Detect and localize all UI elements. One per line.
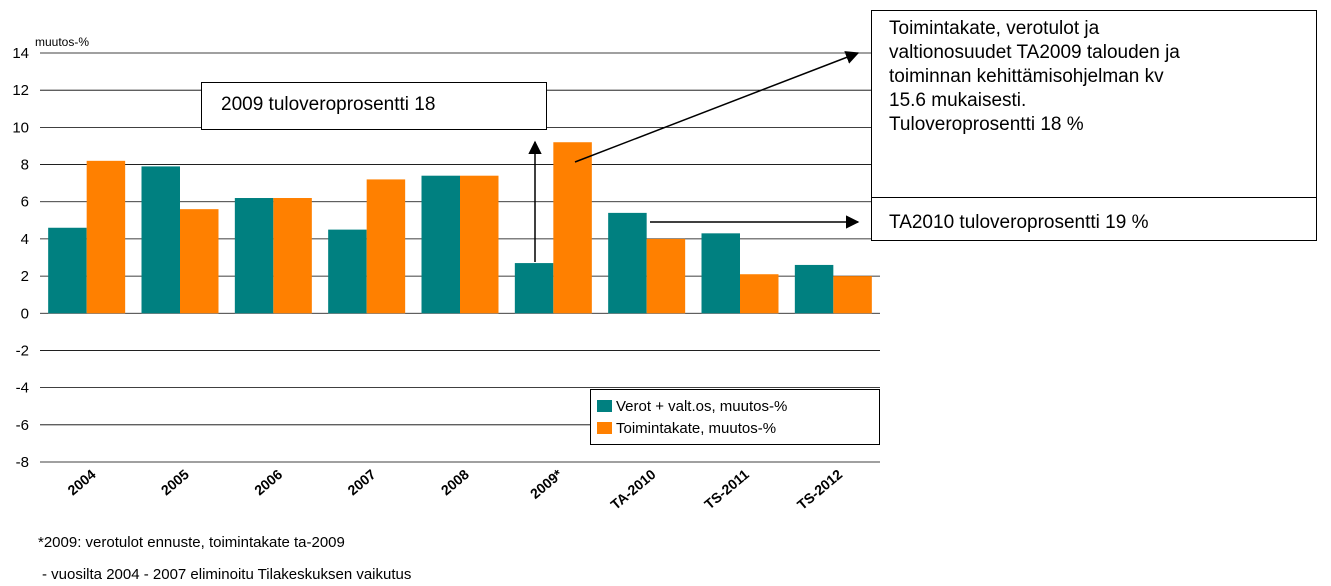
footnote-tilakeskus: - vuosilta 2004 - 2007 eliminoitu Tilake…	[42, 566, 412, 583]
annotation-arrows	[528, 51, 860, 262]
footnote-2009: *2009: verotulot ennuste, toimintakate t…	[38, 534, 345, 551]
bar-verot	[701, 233, 740, 314]
legend-swatch-verot	[597, 400, 612, 412]
bar-toimintakate	[86, 160, 126, 314]
x-tick-label: TS-2012	[794, 466, 846, 513]
y-tick-label: -4	[16, 380, 29, 397]
y-tick-label: -8	[16, 454, 29, 471]
callout-ta2010: TA2010 tuloveroprosentti 19 %	[871, 197, 1317, 241]
y-tick-label: 2	[21, 268, 29, 285]
bar-verot	[234, 198, 274, 314]
y-tick-label: 6	[21, 194, 29, 211]
y-tick-label: 8	[21, 157, 29, 174]
bar-verot	[794, 264, 834, 314]
x-tick-label: 2008	[438, 466, 472, 498]
y-tick-label: 10	[12, 119, 29, 136]
x-tick-label: TA-2010	[607, 466, 658, 513]
x-tick-label: 2009*	[527, 466, 566, 502]
bar-toimintakate	[833, 276, 872, 314]
callout-ta2010-text: TA2010 tuloveroprosentti 19 %	[889, 212, 1149, 233]
x-tick-label: TS-2011	[701, 466, 752, 512]
callout-ta2009-text: Toimintakate, verotulot ja valtionosuude…	[889, 18, 1180, 135]
bar-toimintakate	[553, 142, 592, 314]
x-tick-label: 2007	[344, 466, 378, 498]
y-tick-label: 0	[21, 305, 29, 322]
legend-swatch-toimintakate	[597, 422, 612, 434]
legend-item-verot: Verot + valt.os, muutos-%	[597, 395, 873, 417]
bar-verot	[421, 175, 460, 314]
callout-2009-tax: 2009 tuloveroprosentti 18	[201, 82, 547, 130]
bar-verot	[514, 263, 554, 314]
bar-toimintakate	[646, 238, 686, 314]
callout-ta2009: Toimintakate, verotulot ja valtionosuude…	[871, 10, 1317, 197]
y-axis-label: muutos-%	[35, 35, 89, 49]
bar-toimintakate	[740, 274, 779, 314]
x-tick-label: 2005	[158, 466, 192, 498]
legend-label-verot: Verot + valt.os, muutos-%	[616, 397, 788, 415]
y-tick-label: 14	[12, 45, 29, 62]
y-tick-label: 4	[21, 231, 29, 248]
callout-2009-tax-text: 2009 tuloveroprosentti 18	[221, 94, 436, 115]
x-tick-label: 2006	[251, 466, 285, 498]
bar-verot	[328, 229, 367, 314]
legend-item-toimintakate: Toimintakate, muutos-%	[597, 417, 873, 439]
y-tick-label: 12	[12, 82, 29, 99]
x-axis-tick-labels: 2004 2005 2006 2007 2008 2009* TA-2010 TS-2011 T…	[64, 466, 845, 513]
arrow-ta2009	[574, 51, 860, 163]
bar-verot	[48, 227, 87, 314]
bar-verot	[608, 212, 647, 314]
y-axis-ticks: 14 12 10 8 6 4 2 0 -2 -4 -6 -8	[12, 45, 29, 471]
legend: Verot + valt.os, muutos-% Toimintakate, …	[590, 389, 880, 445]
x-tick-label: 2004	[64, 466, 98, 498]
bar-toimintakate	[273, 198, 312, 314]
y-tick-label: -2	[16, 342, 29, 359]
bar-toimintakate	[460, 175, 499, 314]
legend-label-toimintakate: Toimintakate, muutos-%	[616, 419, 777, 437]
bar-toimintakate	[180, 209, 219, 314]
bars	[48, 142, 872, 314]
y-tick-label: -6	[16, 417, 29, 434]
bar-toimintakate	[366, 179, 406, 314]
bar-verot	[141, 166, 180, 314]
